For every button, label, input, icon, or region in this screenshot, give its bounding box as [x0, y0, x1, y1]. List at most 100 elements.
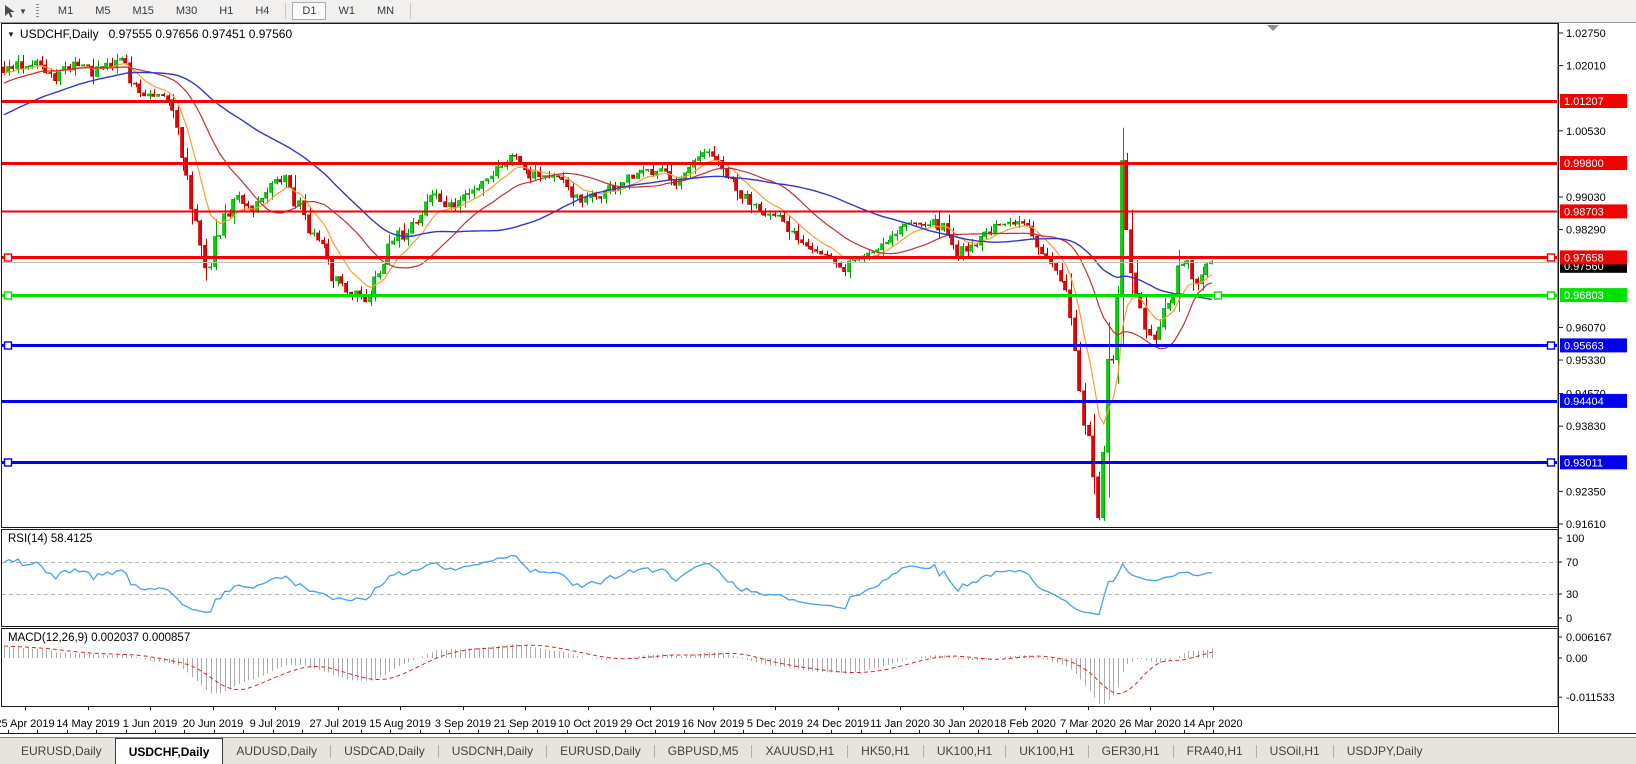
- tab-separator: [1255, 744, 1257, 758]
- macd-values: 0.002037 0.000857: [91, 632, 191, 644]
- panel-frames: [0, 23, 1636, 734]
- chart-tab-fra40-h1[interactable]: FRA40,H1: [1186, 744, 1243, 758]
- rsi-axis-label: 70: [1566, 557, 1578, 569]
- timeframe-button-w1[interactable]: W1: [338, 5, 355, 17]
- hline-handle[interactable]: [1546, 291, 1556, 300]
- price-badge-label: 0.93011: [1564, 457, 1603, 469]
- cursor-tool-button[interactable]: ▼: [0, 1, 30, 21]
- rsi-axis-label: 0: [1566, 613, 1572, 625]
- timeframe-toolbar: ▼ M1 M5 M15 M30 H1 H4 D1 W1 MN: [0, 0, 1636, 23]
- timeframe-button-h1[interactable]: H1: [219, 5, 234, 17]
- date-axis-label: 26 Mar 2020: [1119, 718, 1181, 730]
- collapse-triangle-icon[interactable]: ▼: [7, 30, 15, 39]
- tab-separator: [1172, 744, 1174, 758]
- toolbar-drag-handle[interactable]: [35, 4, 39, 18]
- chart-title: ▼ USDCHF,Daily 0.97555 0.97656 0.97451 0.9…: [7, 27, 292, 41]
- date-axis-label: 14 May 2019: [56, 718, 120, 730]
- rsi-indicator-label: RSI(14) 58.4125: [8, 533, 92, 545]
- timeframe-button-m15[interactable]: M15: [132, 5, 154, 17]
- hline-handle[interactable]: [3, 341, 13, 350]
- hline-handle[interactable]: [1546, 458, 1556, 467]
- price-badge-label: 0.96803: [1564, 290, 1604, 302]
- chart-tab-gbpusd-m5[interactable]: GBPUSD,M5: [667, 744, 739, 758]
- macd-axis-label: -0.011533: [1566, 692, 1615, 704]
- chart-tab-eurusd-daily[interactable]: EURUSD,Daily: [21, 744, 102, 758]
- chart-tab-audusd-daily[interactable]: AUDUSD,Daily: [236, 744, 318, 758]
- price-badge: [1560, 204, 1627, 219]
- rsi-axis-label: 100: [1566, 533, 1584, 545]
- price-axis-label: 1.02750: [1566, 28, 1606, 40]
- date-axis-label: 5 Dec 2019: [747, 718, 803, 730]
- chart-tab-uk100-h1[interactable]: UK100,H1: [936, 744, 993, 758]
- tab-separator: [437, 744, 439, 758]
- price-badge: [1560, 455, 1627, 470]
- ma-medium-line: [3, 66, 1213, 350]
- chart-tab-usdcad-daily[interactable]: USDCAD,Daily: [344, 744, 425, 758]
- hline-handle[interactable]: [3, 458, 13, 467]
- chart-tab-uk100-h1[interactable]: UK100,H1: [1019, 744, 1075, 758]
- tab-separator: [847, 744, 849, 758]
- horizontal-lines: [2, 100, 1557, 467]
- date-axis-label: 3 Sep 2019: [435, 718, 491, 730]
- price-badge-label: 0.95663: [1564, 340, 1604, 352]
- hline-handle[interactable]: [3, 253, 13, 262]
- price-axis-label: 0.99030: [1566, 192, 1606, 204]
- toolbar-separator: [410, 3, 412, 19]
- dropdown-caret-icon[interactable]: ▼: [19, 6, 27, 16]
- chart-tab-usoil-h1[interactable]: USOil,H1: [1269, 744, 1320, 758]
- rsi-axis-label: 30: [1566, 589, 1578, 601]
- rsi-value: 58.4125: [50, 533, 93, 545]
- date-axis-label: 9 Jul 2019: [250, 718, 301, 730]
- chart-tab-eurusd-daily[interactable]: EURUSD,Daily: [560, 744, 641, 758]
- chart-tab-ger30-h1[interactable]: GER30,H1: [1101, 744, 1160, 758]
- timeframe-button-m30[interactable]: M30: [175, 5, 198, 17]
- chart-tab-hk50-h1[interactable]: HK50,H1: [861, 744, 910, 758]
- price-badge-label: 0.97658: [1564, 252, 1604, 264]
- price-axis-label: 1.02010: [1566, 61, 1606, 73]
- chart-tab-usdjpy-daily[interactable]: USDJPY,Daily: [1346, 744, 1423, 758]
- cursor-tool-icon: [5, 4, 15, 18]
- chart-canvas[interactable]: 1.02750 1.02010 1.00530 0.99030 0.98290 0.960…: [0, 22, 1636, 737]
- hline-handle[interactable]: [1213, 291, 1223, 300]
- hline-handle[interactable]: [3, 291, 13, 300]
- rsi-name: RSI(14): [8, 533, 48, 545]
- date-axis-label: 25 Apr 2019: [0, 718, 55, 730]
- date-axis[interactable]: 25 Apr 2019 14 May 2019 1 Jun 2019 20 Jun 2…: [0, 706, 1243, 734]
- ma-fast-line: [3, 63, 1213, 426]
- macd-panel: [3, 644, 1213, 704]
- price-axis-label: 0.95330: [1566, 355, 1606, 367]
- price-badge: [1560, 288, 1627, 303]
- timeframe-button-h4[interactable]: H4: [255, 5, 270, 17]
- tab-separator: [1332, 744, 1334, 758]
- tab-separator: [653, 744, 655, 758]
- date-axis-label: 18 Feb 2020: [994, 718, 1056, 730]
- date-axis-label: 20 Jun 2019: [183, 718, 244, 730]
- macd-axis-label: 0.00: [1566, 653, 1587, 665]
- hline-handle[interactable]: [1546, 341, 1556, 350]
- date-axis-label: 11 Jan 2020: [870, 718, 930, 730]
- price-badge-label: 1.01207: [1564, 96, 1604, 108]
- timeframe-button-d1[interactable]: D1: [292, 2, 327, 20]
- hline-handle[interactable]: [1546, 253, 1556, 262]
- macd-indicator-label: MACD(12,26,9) 0.002037 0.000857: [8, 632, 190, 644]
- chart-tab-usdcnh-daily[interactable]: USDCNH,Daily: [451, 744, 534, 758]
- date-axis-label: 1 Jun 2019: [123, 718, 177, 730]
- chart-tab-xauusd-h1[interactable]: XAUUSD,H1: [765, 744, 835, 758]
- toolbar-separator: [285, 3, 287, 19]
- chart-symbol-label: USDCHF,Daily: [19, 27, 99, 41]
- chart-tab-usdchf-daily[interactable]: USDCHF,Daily: [114, 738, 224, 764]
- chart-shift-marker-icon[interactable]: [1267, 25, 1279, 31]
- candlestick-series: [1, 53, 1213, 521]
- price-badge: [1560, 94, 1627, 108]
- timeframe-button-m5[interactable]: M5: [95, 5, 111, 17]
- date-axis-label: 24 Dec 2019: [807, 718, 869, 730]
- rsi-line: [3, 554, 1212, 616]
- date-axis-label: 27 Jul 2019: [310, 718, 367, 730]
- date-axis-label: 30 Jan 2020: [933, 718, 994, 730]
- price-axis[interactable]: 1.02750 1.02010 1.00530 0.99030 0.98290 0.960…: [1558, 28, 1615, 704]
- tab-separator: [751, 744, 753, 758]
- timeframe-button-m1[interactable]: M1: [57, 5, 74, 17]
- timeframe-button-mn[interactable]: MN: [376, 5, 395, 17]
- macd-name: MACD(12,26,9): [8, 632, 88, 644]
- price-badge: [1560, 393, 1627, 408]
